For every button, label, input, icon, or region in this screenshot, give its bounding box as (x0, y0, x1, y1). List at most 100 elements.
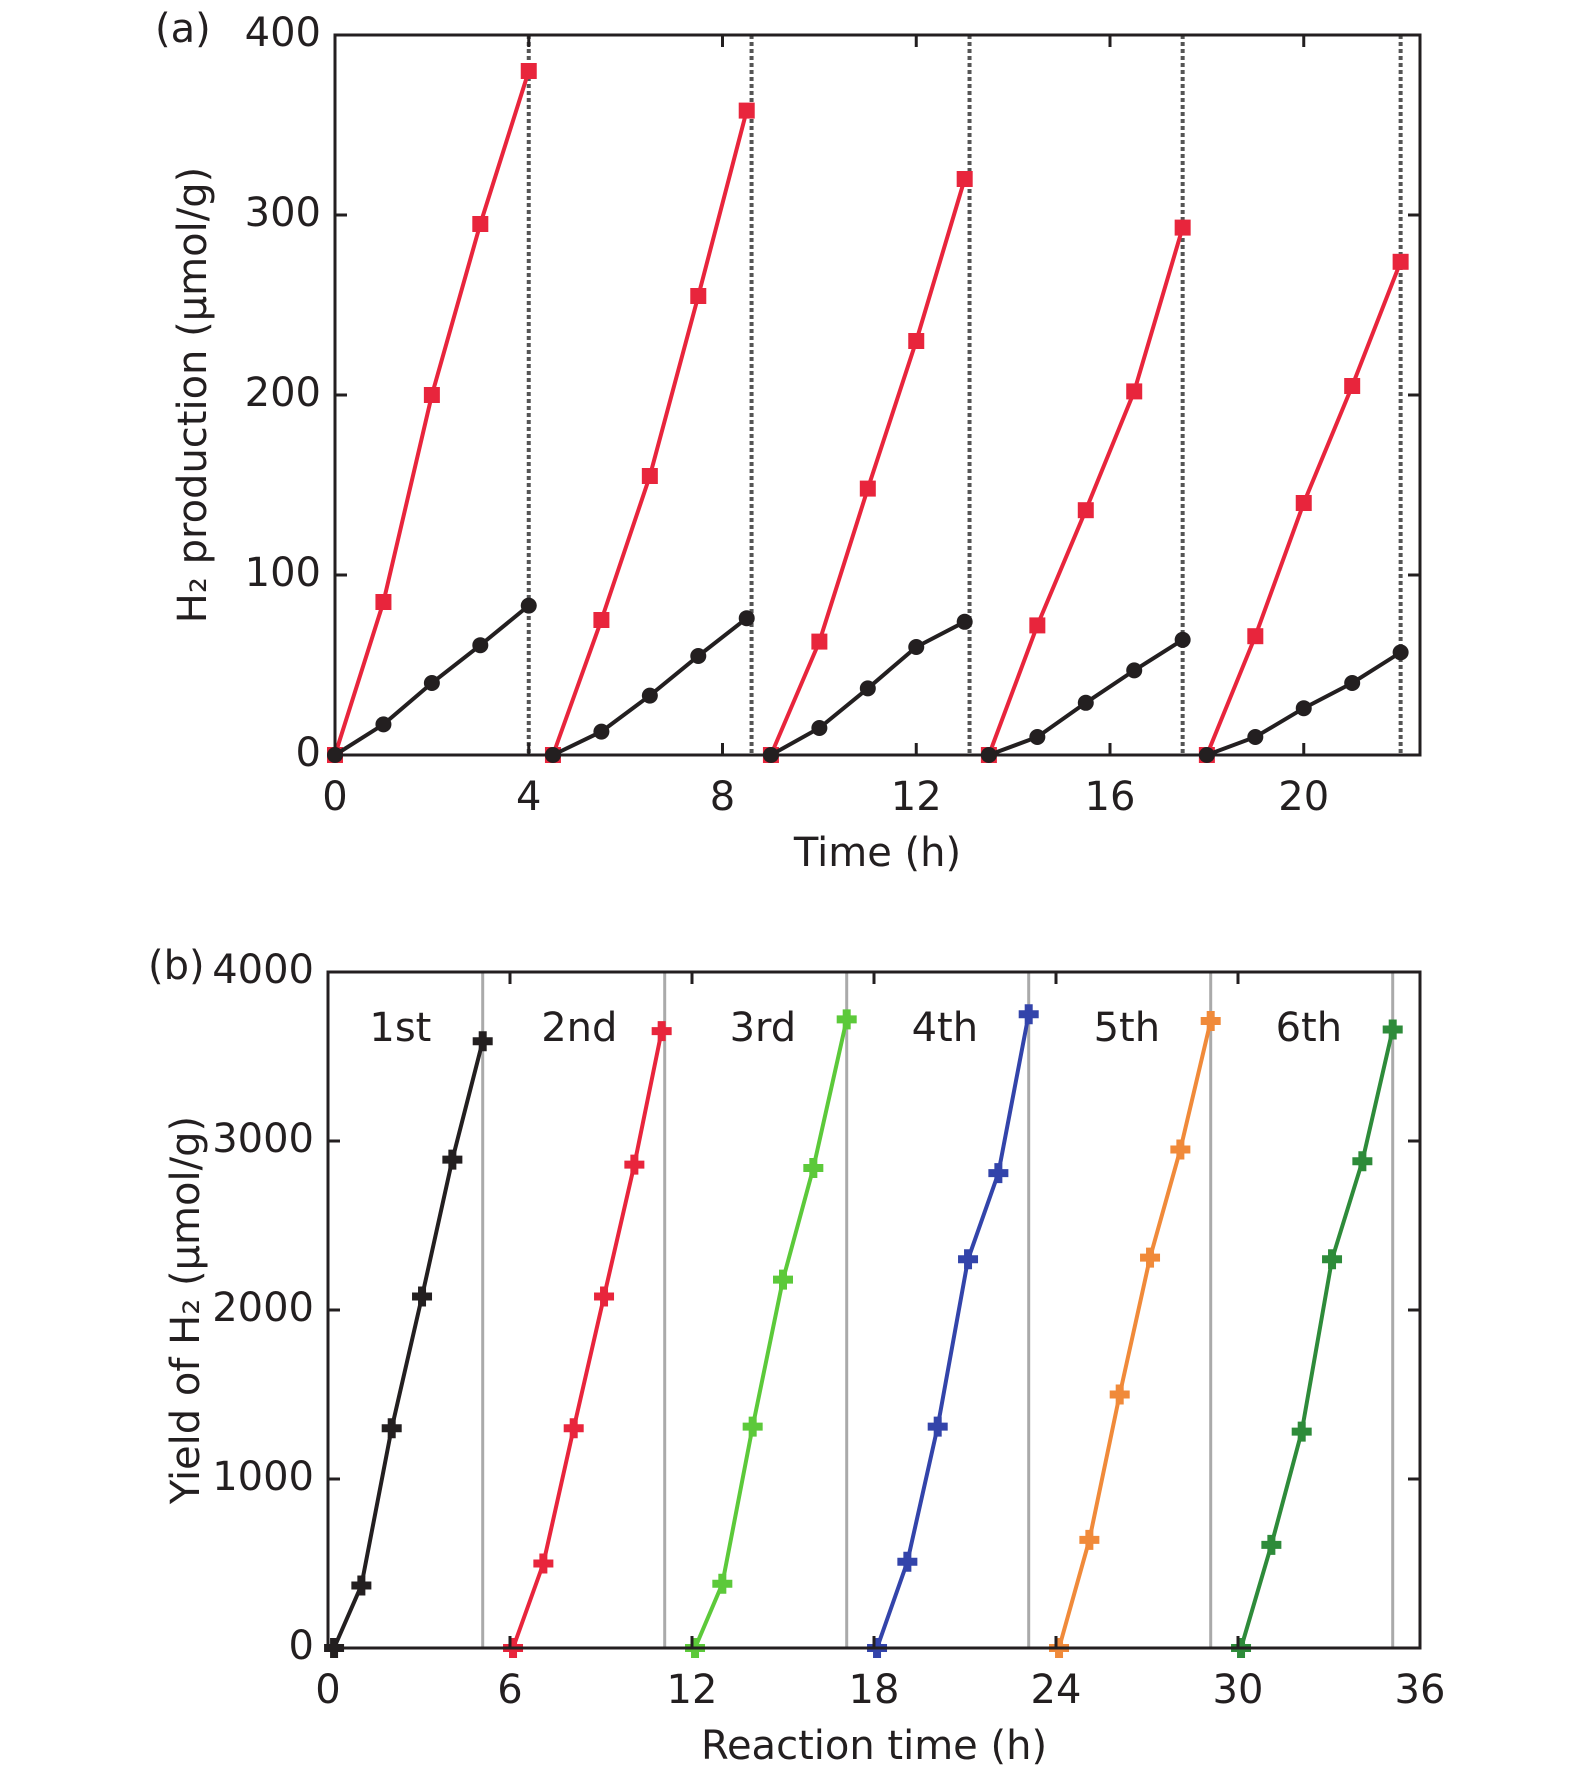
marker (1079, 1529, 1100, 1550)
marker (1174, 219, 1191, 236)
plot-frame (333, 33, 1422, 757)
marker (1126, 383, 1143, 400)
x-axis-label: Time (h) (793, 830, 961, 876)
x-tick-label: 12 (891, 774, 942, 820)
marker (593, 723, 610, 740)
y-tick-label: 400 (245, 10, 321, 56)
marker (351, 1575, 372, 1596)
y-tick-label: 300 (245, 190, 321, 236)
marker (375, 594, 392, 610)
marker (1382, 1019, 1403, 1040)
marker (897, 1551, 918, 1572)
x-tick-label: 24 (1031, 1667, 1082, 1713)
marker (1174, 631, 1191, 648)
series-line (1057, 1020, 1213, 1649)
marker (423, 387, 440, 403)
plot-frame (326, 970, 1422, 1650)
marker (690, 288, 707, 304)
marker (520, 597, 537, 614)
marker (1392, 644, 1409, 661)
marker (563, 1418, 584, 1439)
marker (712, 1573, 733, 1594)
marker (641, 687, 658, 704)
marker (927, 1416, 948, 1437)
marker (1322, 1249, 1343, 1270)
marker (859, 680, 876, 697)
y-tick-label: 0 (296, 730, 321, 776)
series-line (551, 110, 749, 756)
series-line (693, 1018, 849, 1649)
series-line (552, 616, 748, 757)
series-label: 2nd (541, 1005, 617, 1051)
y-tick-label: 200 (245, 370, 321, 416)
marker (1295, 495, 1312, 511)
x-tick-label: 36 (1395, 1667, 1446, 1713)
marker (988, 1163, 1009, 1184)
y-tick-label: 4000 (212, 947, 314, 993)
series-line (511, 1030, 664, 1649)
x-tick-label: 12 (667, 1667, 718, 1713)
series-label: 5th (1094, 1005, 1160, 1051)
marker (1140, 1247, 1161, 1268)
panel-label: (a) (155, 6, 211, 52)
marker (1029, 729, 1046, 745)
marker (472, 216, 489, 232)
series-line (1239, 1029, 1395, 1649)
marker (738, 102, 755, 119)
series-line (332, 1040, 485, 1649)
marker (1077, 694, 1094, 711)
series-line (769, 178, 967, 756)
marker (1295, 700, 1312, 717)
marker (520, 63, 537, 79)
y-tick-label: 0 (289, 1623, 314, 1669)
y-axis-label: Yield of H₂ (μmol/g) (163, 1116, 209, 1505)
x-tick-label: 20 (1278, 774, 1329, 820)
marker (412, 1286, 433, 1307)
x-tick-label: 8 (710, 774, 735, 820)
y-tick-label: 100 (245, 550, 321, 596)
marker (738, 610, 755, 627)
marker (811, 633, 828, 650)
marker (1344, 675, 1361, 691)
marker (1352, 1151, 1373, 1172)
marker (594, 1286, 615, 1307)
x-tick-label: 6 (497, 1667, 522, 1713)
series-label: 4th (912, 1005, 978, 1051)
marker (1247, 628, 1264, 645)
marker (1344, 378, 1361, 394)
marker (773, 1269, 793, 1290)
marker (472, 637, 489, 654)
marker (375, 716, 392, 733)
marker (533, 1553, 554, 1574)
series-line (987, 227, 1185, 756)
marker (1261, 1534, 1282, 1555)
x-tick-label: 4 (516, 774, 541, 820)
marker (859, 480, 876, 497)
marker (1200, 1011, 1221, 1032)
marker (1126, 662, 1143, 679)
marker (423, 675, 440, 691)
marker (593, 612, 610, 628)
marker (1029, 617, 1046, 634)
marker (803, 1158, 824, 1179)
marker (641, 468, 658, 484)
marker (1392, 253, 1409, 270)
y-tick-label: 1000 (212, 1454, 314, 1500)
marker (836, 1009, 857, 1030)
series-label: 6th (1276, 1005, 1342, 1051)
marker (1109, 1384, 1130, 1405)
x-tick-label: 0 (322, 774, 347, 820)
marker (442, 1149, 463, 1170)
series-line (875, 1013, 1031, 1649)
marker (1018, 1004, 1039, 1025)
series-label: 3rd (730, 1005, 797, 1051)
y-tick-label: 2000 (212, 1285, 314, 1331)
marker (958, 1249, 979, 1270)
marker (690, 648, 707, 664)
marker (908, 333, 925, 349)
x-tick-label: 16 (1085, 774, 1136, 820)
x-tick-label: 0 (315, 1667, 340, 1713)
x-axis-label: Reaction time (h) (701, 1723, 1047, 1769)
marker (624, 1154, 645, 1175)
